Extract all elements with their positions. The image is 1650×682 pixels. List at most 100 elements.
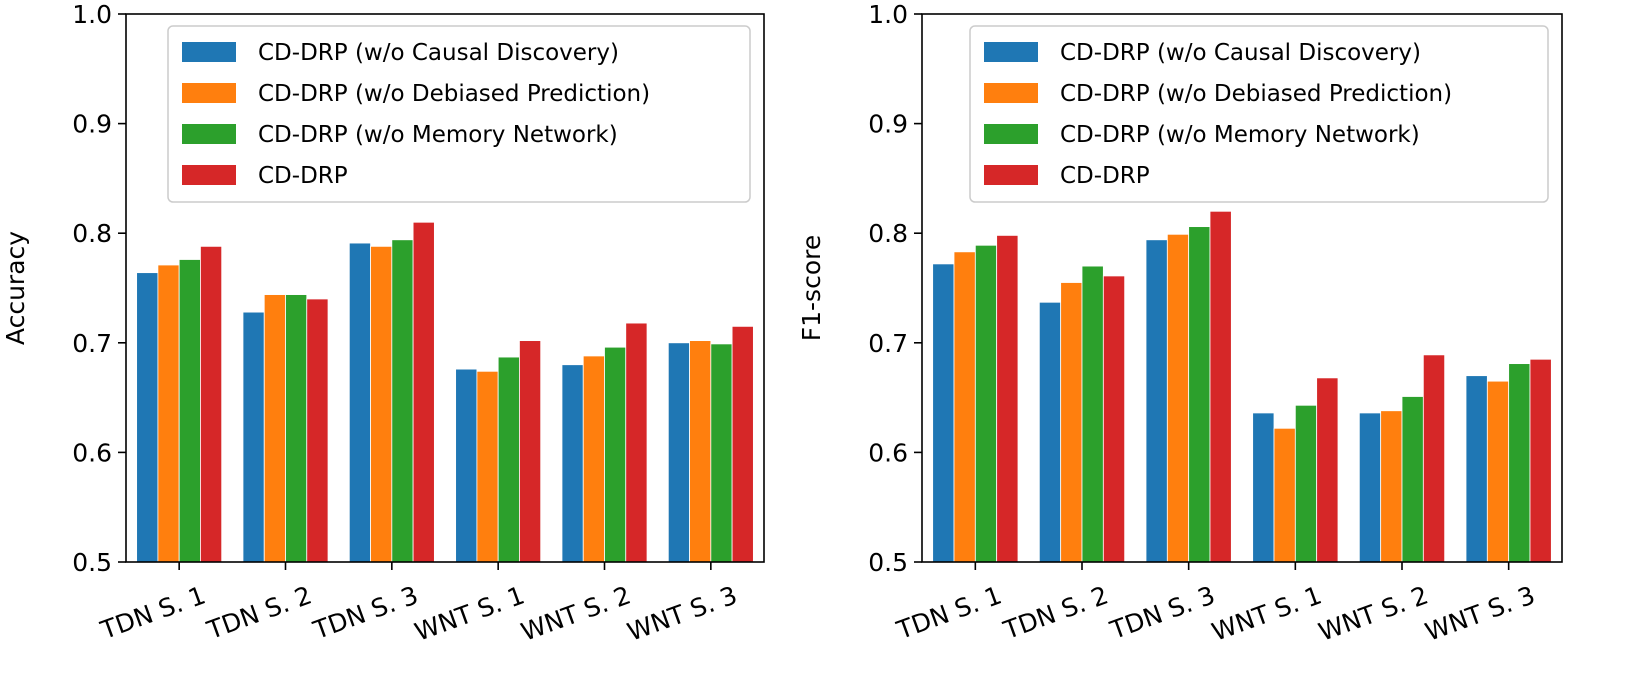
bar xyxy=(1422,354,1446,563)
bar xyxy=(1081,265,1104,563)
bar xyxy=(974,244,998,563)
bar xyxy=(412,221,435,563)
bar xyxy=(455,368,478,563)
legend-label: CD-DRP xyxy=(258,163,348,189)
x-tick-label: WNT S. 1 xyxy=(411,580,528,646)
bar xyxy=(604,346,627,563)
y-axis-label: Accuracy xyxy=(1,231,30,345)
y-tick-label: 0.8 xyxy=(868,219,908,248)
y-tick-label: 1.0 xyxy=(72,0,112,29)
bar xyxy=(1380,410,1403,563)
bar xyxy=(1252,412,1275,563)
bar xyxy=(1358,412,1382,563)
bar xyxy=(1529,358,1552,563)
bar xyxy=(1508,363,1531,563)
axes-frame xyxy=(125,13,765,563)
bar xyxy=(242,311,265,563)
x-tick-label: TDN S. 1 xyxy=(892,580,1005,645)
x-tick-label: WNT S. 3 xyxy=(624,580,741,646)
legend-label: CD-DRP (w/o Debiased Prediction) xyxy=(258,81,650,107)
bar xyxy=(306,298,329,563)
y-tick-label: 0.5 xyxy=(868,548,908,577)
bar xyxy=(731,325,754,563)
x-tick-label: WNT S. 2 xyxy=(517,580,634,646)
bar xyxy=(391,239,414,563)
y-axis-label: F1-score xyxy=(797,235,826,341)
bars-group xyxy=(136,221,754,563)
bar xyxy=(178,259,201,563)
y-tick-label: 0.8 xyxy=(72,219,112,248)
bar xyxy=(710,343,733,563)
legend-box xyxy=(969,25,1549,203)
bar xyxy=(625,322,648,563)
legend: CD-DRP (w/o Causal Discovery) CD-DRP (w/o… xyxy=(167,25,751,203)
legend-label: CD-DRP (w/o Causal Discovery) xyxy=(258,40,619,66)
bar xyxy=(1038,301,1062,563)
y-tick-label: 0.7 xyxy=(868,329,908,358)
bar xyxy=(1465,375,1488,563)
x-tick-label: WNT S. 3 xyxy=(1421,580,1538,646)
bar xyxy=(157,264,180,563)
legend-box xyxy=(167,25,751,203)
bar xyxy=(285,294,308,563)
legend-swatch xyxy=(182,83,236,103)
bar xyxy=(519,340,542,563)
bar xyxy=(1060,282,1083,563)
y-tick-label: 0.7 xyxy=(72,329,112,358)
bar xyxy=(1209,210,1232,563)
y-tick-label: 0.6 xyxy=(72,438,112,467)
legend-swatch xyxy=(984,42,1038,62)
legend-label: CD-DRP (w/o Memory Network) xyxy=(1060,122,1420,148)
bar xyxy=(1188,226,1211,563)
bar xyxy=(667,342,690,563)
x-tick-label: WNT S. 2 xyxy=(1315,580,1432,646)
bar xyxy=(1145,239,1168,563)
bar xyxy=(1401,396,1424,563)
x-tick-label: TDN S. 2 xyxy=(202,580,315,645)
bar xyxy=(1486,380,1510,563)
bar xyxy=(370,245,393,563)
bar xyxy=(348,242,371,563)
legend: CD-DRP (w/o Causal Discovery) CD-DRP (w/o… xyxy=(969,25,1549,203)
legend-swatch xyxy=(984,165,1038,185)
bar xyxy=(561,364,584,563)
bar xyxy=(1294,404,1318,563)
y-tick-label: 0.5 xyxy=(72,548,112,577)
x-tick-label: WNT S. 1 xyxy=(1208,580,1325,646)
x-tick-label: TDN S. 2 xyxy=(999,580,1112,645)
bar xyxy=(200,245,223,563)
legend-swatch xyxy=(984,83,1038,103)
legend-swatch xyxy=(984,124,1038,144)
x-tick-label: TDN S. 3 xyxy=(1106,580,1219,645)
bar xyxy=(476,370,499,563)
bar xyxy=(953,251,976,563)
x-tick-label: TDN S. 3 xyxy=(309,580,422,645)
bar xyxy=(1166,233,1190,563)
legend-label: CD-DRP (w/o Causal Discovery) xyxy=(1060,40,1421,66)
y-tick-label: 1.0 xyxy=(868,0,908,29)
bar xyxy=(136,272,159,563)
bars-group xyxy=(932,210,1552,563)
bar xyxy=(1273,427,1296,563)
bar xyxy=(1102,275,1126,563)
legend-swatch xyxy=(182,165,236,185)
legend-label: CD-DRP xyxy=(1060,163,1150,189)
bar xyxy=(497,356,520,563)
y-tick-label: 0.9 xyxy=(72,110,112,139)
axes-frame xyxy=(921,13,1563,563)
bar xyxy=(689,340,712,563)
x-tick-label: TDN S. 1 xyxy=(96,580,209,645)
bar xyxy=(996,234,1019,563)
y-tick-label: 0.9 xyxy=(868,110,908,139)
y-tick-label: 0.6 xyxy=(868,438,908,467)
legend-swatch xyxy=(182,42,236,62)
legend-label: CD-DRP (w/o Memory Network) xyxy=(258,122,618,148)
bar xyxy=(1316,377,1339,563)
bar xyxy=(582,355,605,563)
bar xyxy=(932,263,955,563)
legend-swatch xyxy=(182,124,236,144)
